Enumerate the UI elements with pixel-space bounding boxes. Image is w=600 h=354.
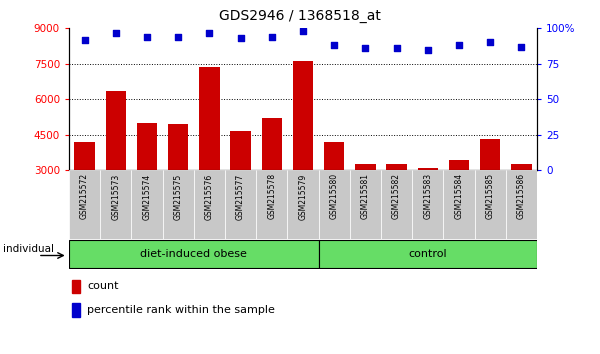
Text: control: control (409, 249, 447, 259)
Bar (324, 142, 344, 241)
Bar (100, 170, 131, 239)
Bar (168, 124, 188, 241)
Bar (262, 118, 282, 241)
Bar (256, 170, 287, 239)
Point (111, 30, 121, 35)
Bar (230, 131, 251, 241)
Text: GDS2946 / 1368518_at: GDS2946 / 1368518_at (219, 9, 381, 23)
Text: GSM215581: GSM215581 (361, 173, 370, 219)
Bar (350, 170, 381, 239)
Point (361, 45, 370, 51)
Text: GSM215580: GSM215580 (330, 173, 338, 219)
Point (267, 34, 277, 40)
Text: individual: individual (4, 245, 55, 255)
Bar (511, 164, 532, 241)
Bar (293, 61, 313, 241)
Bar (319, 170, 350, 239)
Point (298, 28, 308, 34)
Bar (106, 91, 126, 241)
Bar (319, 240, 537, 268)
Bar (194, 170, 225, 239)
Text: GSM215577: GSM215577 (236, 173, 245, 219)
Text: count: count (87, 281, 119, 291)
Point (205, 30, 214, 35)
Bar (69, 240, 319, 268)
Bar (475, 170, 506, 239)
Bar (163, 170, 194, 239)
Bar (74, 142, 95, 241)
Text: GSM215579: GSM215579 (299, 173, 308, 219)
Bar (386, 164, 407, 241)
Point (423, 47, 433, 52)
Text: GSM215584: GSM215584 (455, 173, 464, 219)
Bar (225, 170, 256, 239)
Text: percentile rank within the sample: percentile rank within the sample (87, 305, 275, 315)
Point (485, 40, 495, 45)
Text: GSM215575: GSM215575 (174, 173, 182, 219)
Text: GSM215583: GSM215583 (424, 173, 432, 219)
Text: GSM215572: GSM215572 (80, 173, 89, 219)
Point (142, 34, 152, 40)
Bar (443, 170, 475, 239)
Point (454, 42, 464, 48)
Point (517, 44, 526, 50)
Bar (418, 167, 438, 241)
Bar (449, 160, 469, 241)
Bar (412, 170, 443, 239)
Bar (72, 280, 80, 293)
Text: GSM215574: GSM215574 (143, 173, 151, 219)
Bar (506, 170, 537, 239)
Bar (131, 170, 163, 239)
Text: GSM215576: GSM215576 (205, 173, 214, 219)
Bar (72, 303, 80, 317)
Text: diet-induced obese: diet-induced obese (140, 249, 247, 259)
Bar (69, 170, 100, 239)
Text: GSM215585: GSM215585 (485, 173, 494, 219)
Bar (355, 164, 376, 241)
Point (236, 35, 245, 41)
Text: GSM215586: GSM215586 (517, 173, 526, 219)
Point (80, 37, 89, 42)
Point (392, 45, 401, 51)
Bar (381, 170, 412, 239)
Text: GSM215578: GSM215578 (267, 173, 276, 219)
Text: GSM215573: GSM215573 (112, 173, 120, 219)
Text: GSM215582: GSM215582 (392, 173, 401, 219)
Bar (480, 139, 500, 241)
Point (329, 42, 339, 48)
Bar (137, 123, 157, 241)
Bar (287, 170, 319, 239)
Point (173, 34, 183, 40)
Bar (199, 67, 220, 241)
